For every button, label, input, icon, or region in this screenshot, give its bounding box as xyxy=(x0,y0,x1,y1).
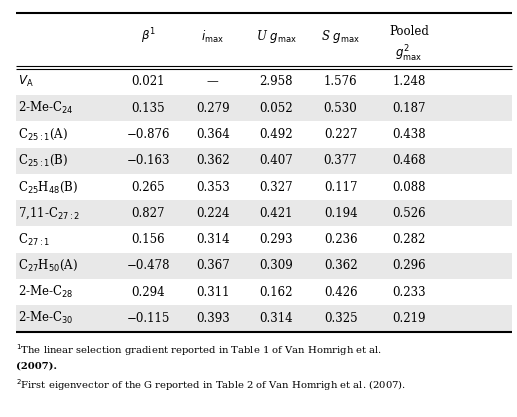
Text: 0.325: 0.325 xyxy=(324,312,357,325)
Bar xyxy=(16,253,512,279)
Text: 1.248: 1.248 xyxy=(392,75,425,88)
Text: 0.526: 0.526 xyxy=(392,207,425,220)
Text: 0.393: 0.393 xyxy=(196,312,230,325)
Text: $\beta^1$: $\beta^1$ xyxy=(141,27,156,47)
Bar xyxy=(16,95,512,121)
Text: 0.327: 0.327 xyxy=(259,181,293,193)
Text: 0.021: 0.021 xyxy=(131,75,165,88)
Text: 0.438: 0.438 xyxy=(392,128,425,141)
Text: 0.367: 0.367 xyxy=(196,259,230,272)
Text: 0.362: 0.362 xyxy=(196,154,230,167)
Text: 0.236: 0.236 xyxy=(324,233,357,246)
Text: 0.309: 0.309 xyxy=(259,259,293,272)
Text: 0.421: 0.421 xyxy=(260,207,293,220)
Text: 0.364: 0.364 xyxy=(196,128,230,141)
Text: $g_{\rm max}^2$: $g_{\rm max}^2$ xyxy=(396,44,422,64)
Text: 1.576: 1.576 xyxy=(324,75,357,88)
Text: 0.314: 0.314 xyxy=(259,312,293,325)
Text: C$_{27:1}$: C$_{27:1}$ xyxy=(18,231,50,248)
Text: S $g_{\rm max}$: S $g_{\rm max}$ xyxy=(321,28,360,45)
Text: $^1$The linear selection gradient reported in Table 1 of Van Homrigh et al.: $^1$The linear selection gradient report… xyxy=(16,342,382,358)
Bar xyxy=(16,305,512,332)
Text: 0.827: 0.827 xyxy=(131,207,165,220)
Text: 0.362: 0.362 xyxy=(324,259,357,272)
Text: 0.088: 0.088 xyxy=(392,181,425,193)
Bar xyxy=(16,148,512,174)
Text: 0.233: 0.233 xyxy=(392,286,425,299)
Text: $^2$First eigenvector of the G reported in Table 2 of Van Homrigh et al. (2007).: $^2$First eigenvector of the G reported … xyxy=(16,377,405,393)
Text: $V_{\rm A}$: $V_{\rm A}$ xyxy=(18,74,33,90)
Text: −0.876: −0.876 xyxy=(127,128,170,141)
Text: 2-Me-C$_{30}$: 2-Me-C$_{30}$ xyxy=(18,310,73,327)
Text: (2007).: (2007). xyxy=(16,362,56,371)
Text: 0.293: 0.293 xyxy=(259,233,293,246)
Text: 2-Me-C$_{28}$: 2-Me-C$_{28}$ xyxy=(18,284,73,300)
Text: 0.294: 0.294 xyxy=(131,286,165,299)
Text: −0.478: −0.478 xyxy=(127,259,170,272)
Text: 0.353: 0.353 xyxy=(196,181,230,193)
Text: U $g_{\rm max}$: U $g_{\rm max}$ xyxy=(256,28,296,45)
Text: —: — xyxy=(207,75,219,88)
Text: 2.958: 2.958 xyxy=(260,75,293,88)
Text: C$_{25:1}$(B): C$_{25:1}$(B) xyxy=(18,153,68,168)
Text: 0.530: 0.530 xyxy=(324,102,357,115)
Text: 0.187: 0.187 xyxy=(392,102,425,115)
Text: 0.052: 0.052 xyxy=(259,102,293,115)
Bar xyxy=(16,200,512,226)
Text: 0.156: 0.156 xyxy=(131,233,165,246)
Text: 0.227: 0.227 xyxy=(324,128,357,141)
Text: C$_{25}$H$_{48}$(B): C$_{25}$H$_{48}$(B) xyxy=(18,179,78,195)
Text: Pooled: Pooled xyxy=(389,25,429,38)
Text: 0.135: 0.135 xyxy=(131,102,165,115)
Text: 0.279: 0.279 xyxy=(196,102,230,115)
Text: 0.296: 0.296 xyxy=(392,259,425,272)
Text: −0.163: −0.163 xyxy=(127,154,170,167)
Text: 0.426: 0.426 xyxy=(324,286,357,299)
Text: C$_{25:1}$(A): C$_{25:1}$(A) xyxy=(18,127,68,142)
Text: 0.117: 0.117 xyxy=(324,181,357,193)
Text: $i_{\rm max}$: $i_{\rm max}$ xyxy=(201,29,224,45)
Text: 0.194: 0.194 xyxy=(324,207,357,220)
Text: 0.407: 0.407 xyxy=(259,154,293,167)
Text: 0.219: 0.219 xyxy=(392,312,425,325)
Text: 0.162: 0.162 xyxy=(260,286,293,299)
Text: 0.265: 0.265 xyxy=(131,181,165,193)
Text: 7,11-C$_{27:2}$: 7,11-C$_{27:2}$ xyxy=(18,206,80,221)
Text: 0.282: 0.282 xyxy=(392,233,425,246)
Text: 0.468: 0.468 xyxy=(392,154,425,167)
Text: 2-Me-C$_{24}$: 2-Me-C$_{24}$ xyxy=(18,100,73,116)
Text: 0.377: 0.377 xyxy=(324,154,357,167)
Text: C$_{27}$H$_{50}$(A): C$_{27}$H$_{50}$(A) xyxy=(18,258,78,274)
Text: −0.115: −0.115 xyxy=(127,312,170,325)
Text: 0.224: 0.224 xyxy=(196,207,230,220)
Text: 0.311: 0.311 xyxy=(196,286,230,299)
Text: 0.492: 0.492 xyxy=(259,128,293,141)
Text: 0.314: 0.314 xyxy=(196,233,230,246)
